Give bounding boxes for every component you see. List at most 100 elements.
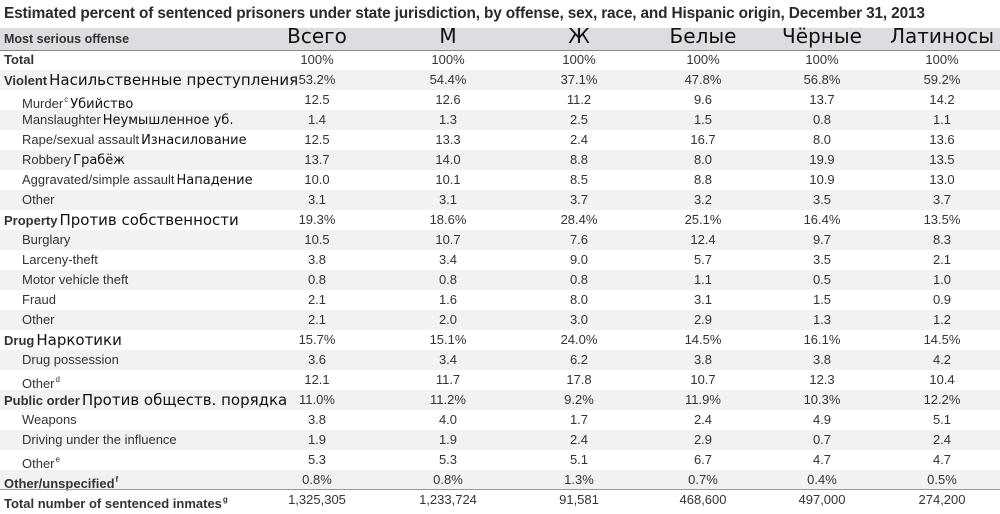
table-cell: 0.8% (302, 472, 332, 487)
table-cell: 53.2% (298, 72, 336, 87)
table-cell: 9.7 (812, 232, 832, 247)
table-cell: 18.6% (429, 212, 467, 227)
table-row: Property Против собственности 19.3% 18.6% 28… (0, 210, 1000, 230)
table-cell: 1.3 (812, 312, 832, 327)
table-cell: 10.7 (435, 232, 461, 247)
table-cell: 2.4 (932, 432, 952, 447)
table-cell: 100% (686, 52, 720, 67)
table-cell: 4.9 (812, 412, 832, 427)
table-cell: 9.0 (569, 252, 589, 267)
table-cell: 0.8% (433, 472, 463, 487)
row-label-en: Aggravated/simple assault (22, 172, 175, 187)
row-label-ru: Убийство (70, 97, 134, 112)
table-cell: 9.6 (693, 92, 713, 107)
table-cell: 1.9 (438, 432, 458, 447)
row-label: Drug possession (22, 350, 119, 370)
column-header-band (0, 28, 1000, 50)
table-cell: 13.0 (929, 172, 955, 187)
table-cell: 100% (805, 52, 839, 67)
row-label: Other/unspecifiedf (4, 470, 118, 491)
column-header-female: Ж (568, 24, 590, 48)
table-row: Othere 5.3 5.3 5.1 6.7 4.7 4.7 (0, 450, 1000, 471)
row-label: Rape/sexual assault Изнасилование (22, 130, 247, 150)
row-label-ru: Против собственности (59, 211, 239, 229)
row-label-en: Other (22, 312, 55, 327)
table-row: Driving under the influence 1.9 1.9 2.4 2.9 0… (0, 430, 1000, 450)
table-cell: 274,200 (918, 492, 966, 507)
table-cell: 2.1 (307, 292, 327, 307)
table-cell: 56.8% (803, 72, 841, 87)
table-cell: 9.2% (564, 392, 594, 407)
table-cell: 8.0 (693, 152, 713, 167)
table-cell: 1.1 (693, 272, 713, 287)
table-cell: 14.0 (435, 152, 461, 167)
total-divider (0, 489, 1000, 490)
table-cell: 3.7 (569, 192, 589, 207)
table-cell: 11.0% (299, 392, 335, 407)
table-cell: 10.7 (690, 372, 716, 387)
table-cell: 100% (300, 52, 334, 67)
table-cell: 7.6 (569, 232, 589, 247)
table-cell: 3.4 (438, 352, 458, 367)
table-cell: 3.8 (307, 412, 327, 427)
table-cell: 0.5% (927, 472, 957, 487)
row-label-ru: Против обществ. порядка (81, 391, 288, 409)
table-cell: 6.7 (693, 452, 713, 467)
table-cell: 10.9 (809, 172, 835, 187)
table-cell: 12.5 (304, 132, 330, 147)
table-cell: 8.5 (569, 172, 589, 187)
table-row: Manslaughter Неумышленное уб. 1.4 1.3 2.5 1.5… (0, 110, 1000, 130)
table-cell: 19.3% (298, 212, 336, 227)
table-cell: 3.8 (307, 252, 327, 267)
table-cell: 37.1% (560, 72, 598, 87)
row-label-ru: Насильственные преступления (49, 71, 299, 89)
table-row: Weapons 3.8 4.0 1.7 2.4 4.9 5.1 (0, 410, 1000, 430)
table-cell: 2.0 (438, 312, 458, 327)
table-cell: 100% (925, 52, 959, 67)
column-header-male: М (439, 24, 457, 48)
row-label-en: Total (4, 52, 35, 67)
table-cell: 8.3 (932, 232, 952, 247)
table-cell: 3.4 (438, 252, 458, 267)
row-label-en: Fraud (22, 292, 56, 307)
table-cell: 10.1 (435, 172, 461, 187)
table-row: Total 100% 100% 100% 100% 100% 100% (0, 50, 1000, 70)
row-label-en: Driving under the influence (22, 432, 177, 447)
table-cell: 8.8 (569, 152, 589, 167)
table-row: Robbery Грабёж 13.7 14.0 8.8 8.0 19.9 13.5 (0, 150, 1000, 170)
row-label-ru: Наркотики (36, 331, 122, 349)
row-label: Property Против собственности (4, 210, 239, 230)
table-row: Murderc Убийство 12.5 12.6 11.2 9.6 13.7 14.2 (0, 90, 1000, 112)
table-cell: 12.1 (304, 372, 330, 387)
table-cell: 1.5 (693, 112, 713, 127)
table-cell: 1.1 (932, 112, 952, 127)
row-label: Total (4, 50, 34, 70)
row-label-ru: Нападение (176, 173, 253, 188)
table-row: Other 2.1 2.0 3.0 2.9 1.3 1.2 (0, 310, 1000, 330)
footnote-marker: g (222, 495, 228, 504)
table-cell: 3.6 (307, 352, 327, 367)
table-cell: 468,600 (679, 492, 727, 507)
table-row: Violent Насильственные преступления 53.2% 5… (0, 70, 1000, 90)
row-label-en: Drug possession (22, 352, 119, 367)
row-label-en: Larceny-theft (22, 252, 98, 267)
table-cell: 8.0 (812, 132, 832, 147)
table-cell: 13.5% (923, 212, 961, 227)
table-cell: 1,325,305 (288, 492, 346, 507)
table-cell: 3.1 (438, 192, 458, 207)
table-row: Aggravated/simple assault Нападение 10.0 10… (0, 170, 1000, 190)
table-cell: 0.9 (932, 292, 952, 307)
row-label-en: Burglary (22, 232, 71, 247)
table-cell: 6.2 (569, 352, 589, 367)
table-cell: 5.3 (307, 452, 327, 467)
row-label: Total number of sentenced inmatesg (4, 490, 228, 511)
table-cell: 2.9 (693, 432, 713, 447)
table-cell: 10.4 (929, 372, 955, 387)
offense-column-header: Most serious offense (4, 32, 130, 46)
table-cell: 3.2 (693, 192, 713, 207)
table-cell: 1.9 (307, 432, 327, 447)
table-cell: 1.3 (438, 112, 458, 127)
table-cell: 19.9 (809, 152, 835, 167)
row-label-en: Other (22, 456, 55, 471)
table-cell: 13.7 (809, 92, 835, 107)
